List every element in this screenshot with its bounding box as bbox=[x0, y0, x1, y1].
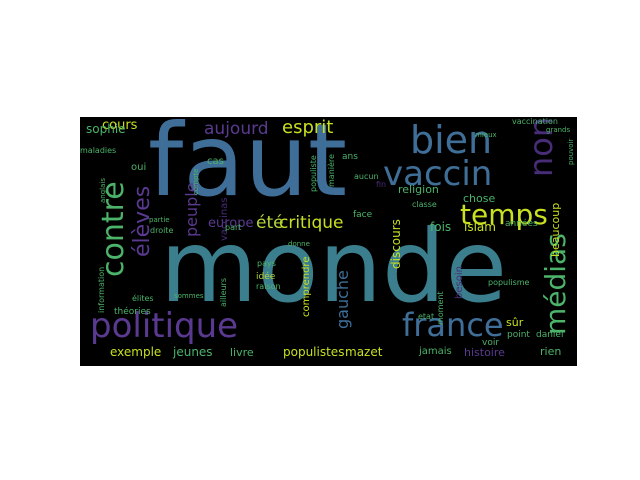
word-ans: ans bbox=[342, 152, 358, 162]
word-islam: islam bbox=[464, 220, 496, 234]
word-fin: fin bbox=[376, 180, 387, 189]
word-pouvoir: pouvoir bbox=[567, 138, 575, 165]
word-point: point bbox=[507, 330, 530, 340]
word-maladies: maladies bbox=[80, 146, 117, 155]
word-anglais: anglais bbox=[99, 178, 107, 203]
word-temps: temps bbox=[460, 198, 548, 231]
word-aucun: aucun bbox=[354, 172, 379, 181]
word-fois: fois bbox=[430, 220, 452, 234]
word-oui: oui bbox=[131, 162, 147, 173]
word-ailleurs: ailleurs bbox=[219, 277, 228, 307]
word-theories: théories bbox=[114, 307, 151, 317]
word-face: face bbox=[353, 210, 373, 220]
word-faut: faut bbox=[148, 117, 348, 219]
word-populisme: populisme bbox=[488, 278, 530, 287]
word-besoin: besoin bbox=[454, 266, 465, 299]
word-vaccin: vaccin bbox=[383, 154, 493, 194]
word-populiste: populiste bbox=[309, 155, 318, 192]
word-droite: droite bbox=[150, 226, 174, 235]
word-comprendre: comprendre bbox=[301, 256, 312, 317]
word-mazet: mazet bbox=[345, 345, 383, 359]
word-religion: religion bbox=[398, 183, 439, 196]
word-populistes: populistes bbox=[283, 345, 345, 359]
word-beaucoup: beaucoup bbox=[549, 202, 562, 257]
word-grands: grands bbox=[546, 126, 571, 134]
word-maniere: manière bbox=[327, 154, 336, 187]
word-sur: sûr bbox=[506, 316, 524, 329]
word-etat: etat bbox=[418, 312, 435, 321]
word-part: part bbox=[225, 223, 242, 232]
word-vaccination: vaccination bbox=[512, 117, 558, 126]
word-chose: chose bbox=[463, 192, 496, 205]
word-france: france bbox=[402, 306, 504, 344]
word-voir: voir bbox=[482, 338, 500, 348]
word-gauche: gauche bbox=[333, 270, 352, 329]
word-sophie: sophie bbox=[86, 122, 126, 136]
word-pays: pays bbox=[257, 259, 276, 268]
word-discours: discours bbox=[389, 219, 403, 269]
word-sommes: sommes bbox=[174, 292, 204, 300]
word-elites: élites bbox=[132, 294, 154, 303]
word-europe: europe bbox=[208, 216, 254, 231]
word-raison: raison bbox=[256, 282, 281, 291]
word-vaccinas: vaccinas bbox=[219, 197, 230, 242]
word-classe: classe bbox=[412, 200, 437, 209]
word-information: information bbox=[97, 266, 106, 313]
word-rien: rien bbox=[540, 345, 562, 358]
word-monde: monde bbox=[160, 208, 507, 325]
word-aujourd: aujourd bbox=[204, 119, 269, 139]
word-cloud: faut monde politique contre bien vaccin … bbox=[80, 117, 577, 366]
word-donne: donne bbox=[288, 240, 310, 248]
word-ete: été bbox=[256, 213, 284, 233]
word-moment: moment bbox=[436, 291, 445, 325]
word-daniel: daniel bbox=[536, 330, 564, 340]
word-politique: politique bbox=[90, 306, 239, 346]
word-exemple: exemple bbox=[110, 345, 162, 359]
word-mieux: mieux bbox=[475, 131, 497, 139]
word-histoire: histoire bbox=[464, 346, 505, 359]
word-idee: idée bbox=[256, 272, 276, 282]
word-esprit: esprit bbox=[282, 117, 334, 138]
word-bien: bien bbox=[410, 118, 493, 162]
word-jeunes: jeunes bbox=[173, 345, 213, 359]
word-cours: cours bbox=[102, 118, 138, 133]
word-jamais: jamais bbox=[419, 346, 452, 357]
word-annees: années bbox=[505, 219, 538, 229]
word-livre: livre bbox=[230, 346, 254, 359]
word-partie: partie bbox=[149, 216, 170, 224]
word-compte: compte bbox=[192, 168, 200, 195]
word-cas: cas bbox=[207, 156, 224, 167]
word-critique: critique bbox=[279, 213, 344, 233]
